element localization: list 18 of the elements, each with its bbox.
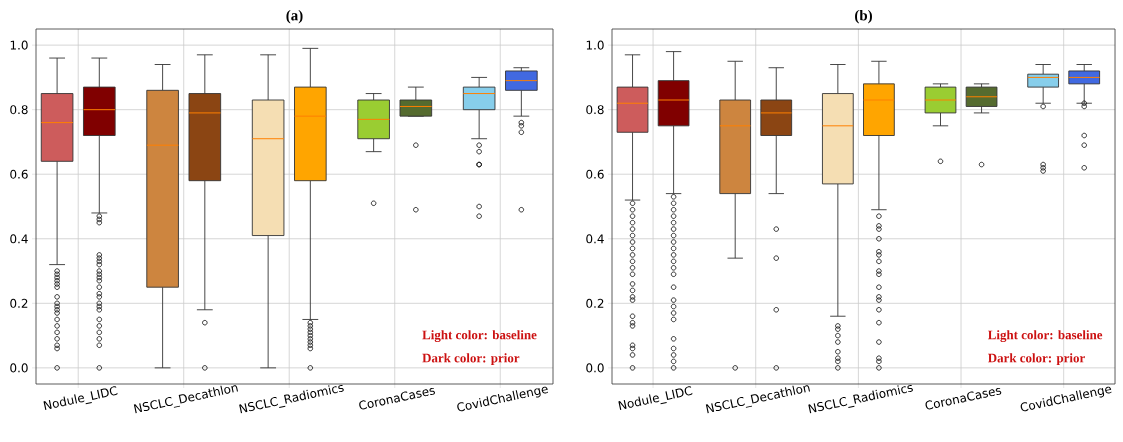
y-tick-label: 0.2 [586,298,604,308]
annotation: Light color: baseline [422,330,537,343]
annotation: Dark color: prior [422,353,520,366]
y-tick-label: 0.0 [586,363,604,373]
y-tick-label: 0.6 [10,169,28,179]
annotation: Dark color: prior [987,353,1085,366]
annotation: Light color: baseline [987,330,1103,343]
y-tick-label: 0.4 [10,234,28,244]
y-tick-label: 0.8 [586,105,604,115]
y-tick-label: 0.0 [10,363,28,373]
y-tick-label: 0.4 [586,234,604,244]
y-tick-label: 1.0 [10,40,28,50]
y-tick-label: 0.6 [586,169,604,179]
y-tick-label: 0.8 [10,105,28,115]
y-tick-label: 1.0 [586,40,604,50]
chart-title: (a) [286,9,303,24]
y-tick-label: 0.2 [10,298,28,308]
chart-title: (b) [855,9,872,24]
